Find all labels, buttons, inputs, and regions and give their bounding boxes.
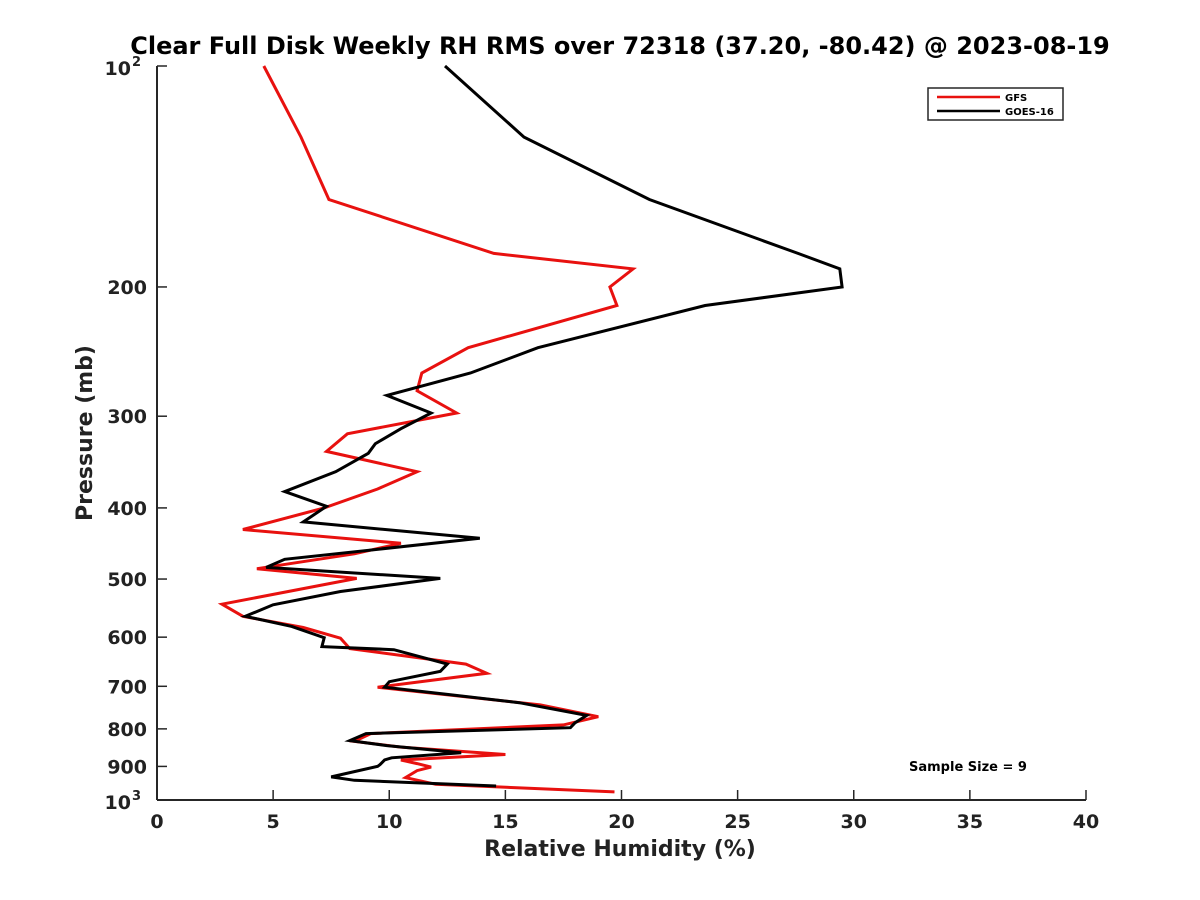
series-lines [217,64,844,794]
legend-label-goes-16: GOES-16 [1005,107,1054,118]
y-tick-label: 10 [105,792,131,814]
x-tick-label: 30 [841,811,867,833]
y-tick-label: 800 [107,719,147,741]
chart-title: Clear Full Disk Weekly RH RMS over 72318… [130,32,1110,60]
x-tick-label: 15 [492,811,518,833]
x-tick-label: 35 [957,811,983,833]
x-tick-label: 40 [1073,811,1099,833]
y-tick-label: 400 [107,498,147,520]
y-tick-label: 500 [107,569,147,591]
x-axis-label: Relative Humidity (%) [484,837,756,862]
y-tick-label: 300 [107,406,147,428]
y-tick-label: 600 [107,627,147,649]
y-tick-exponent: 2 [132,55,141,70]
x-tick-label: 5 [267,811,280,833]
x-tick-label: 25 [724,811,750,833]
sample-size-annotation: Sample Size = 9 [909,760,1027,775]
y-tick-label: 10 [105,58,131,80]
x-tick-label: 0 [150,811,163,833]
y-tick-exponent: 3 [132,789,141,804]
legend-label-gfs: GFS [1005,93,1027,104]
y-tick-label: 900 [107,756,147,778]
y-tick-label: 700 [107,676,147,698]
x-axis-ticks: 0 5 10 15 20 25 30 35 40 [150,790,1099,833]
y-axis-label: Pressure (mb) [73,345,98,521]
legend-box [927,87,1064,121]
y-tick-label: 200 [107,277,147,299]
legend: GFS GOES-16 [927,87,1064,121]
x-tick-label: 10 [376,811,402,833]
x-tick-label: 20 [608,811,634,833]
